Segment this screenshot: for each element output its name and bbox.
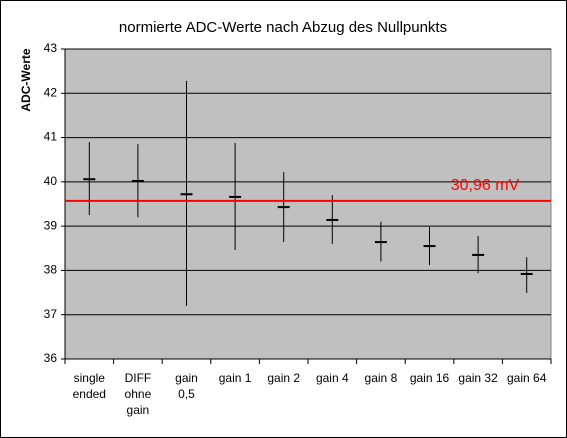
x-tick-label-line: gain 1 [219,371,252,385]
y-axis-label: ADC-Werte [19,48,33,111]
x-tick-label: gain 8 [365,371,398,385]
x-tick-label-line: gain 4 [316,371,349,385]
y-tick-label: 40 [44,174,58,188]
x-tick-label-line: ohne [125,387,152,401]
plot-area [64,48,552,360]
x-tick-label: gain 16 [410,371,450,385]
y-tick-label: 38 [44,263,58,277]
x-tick-label: single ended [73,371,106,401]
x-tick-label-line: 0,5 [178,387,195,401]
x-tick-label: gain 2 [267,371,300,385]
x-tick-label: gain 64 [507,371,547,385]
x-tick-label-line: gain 64 [507,371,547,385]
x-tick-label-line: gain [175,371,198,385]
x-tick-label: gain 4 [316,371,349,385]
y-tick-label: 42 [44,85,58,99]
y-tick-label: 37 [44,307,58,321]
y-tick-label: 39 [44,218,58,232]
x-tick-label-line: gain 32 [458,371,498,385]
x-tick-label: gain 0,5 [175,371,198,401]
x-tick-label-line: gain 16 [410,371,450,385]
y-tick-label: 41 [44,130,58,144]
x-tick-label-line: gain [127,403,150,417]
y-tick-label: 36 [44,351,58,365]
x-tick-label: gain 1 [219,371,252,385]
x-tick-label-line: ended [73,387,106,401]
x-tick-label: DIFF ohne gain [125,371,152,417]
x-tick-label-line: DIFF [125,371,152,385]
x-tick-label-line: gain 2 [267,371,300,385]
x-tick-label-line: single [74,371,106,385]
x-tick-label: gain 32 [458,371,498,385]
x-tick-label-line: gain 8 [365,371,398,385]
reference-label: 30,96 mV [451,177,520,194]
y-tick-label: 43 [44,41,58,55]
chart-title: normierte ADC-Werte nach Abzug des Nullp… [119,19,447,36]
